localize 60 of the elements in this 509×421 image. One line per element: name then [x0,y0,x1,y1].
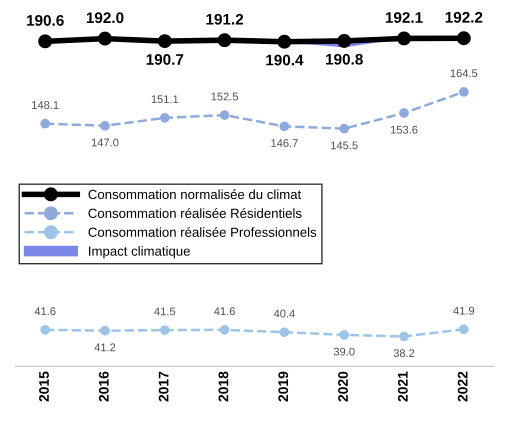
point [160,112,170,123]
data-label: 190.7 [146,54,184,65]
point [339,124,350,134]
x-tick-label: 2018 [218,372,228,402]
point [38,34,52,48]
data-label: 164.5 [450,69,478,78]
data-label: 192.0 [86,12,124,24]
data-label: 41.5 [154,308,176,316]
data-label: 152.5 [212,92,238,100]
point [40,118,50,128]
data-label: 192.2 [446,12,482,23]
data-label: 38.2 [394,349,414,358]
data-label: 145.5 [331,142,358,150]
data-label: 190.8 [326,54,363,65]
legend-label: Consommation normalisée du climat [88,189,302,200]
data-label: 190.6 [27,15,64,26]
point [98,32,112,46]
x-tick-label: 2015 [39,372,49,402]
legend-label: Consommation réalisée Professionnels [88,227,316,237]
x-tick-label: 2021 [398,372,408,402]
point [339,330,350,340]
x-tick-label: 2022 [458,372,468,402]
x-tick-label: 2020 [338,372,348,402]
data-label: 40.4 [274,310,295,318]
data-label: 148.1 [32,101,59,109]
data-label: 41.9 [453,306,474,315]
data-label: 41.2 [94,343,116,352]
data-label: 151.1 [152,95,178,104]
data-label: 41.6 [34,307,56,316]
data-label: 153.6 [390,126,418,134]
data-label: 190.4 [266,54,304,66]
point [100,326,110,336]
data-label: 192.1 [386,12,423,23]
point [397,31,411,46]
legend-label: Impact climatique [89,246,190,258]
legend-label: Consommation réalisée Résidentiels [88,208,302,218]
point [160,325,170,335]
point [280,121,290,132]
x-tick-label: 2019 [278,372,288,402]
point [277,34,292,49]
data-label: 39.0 [334,348,355,356]
point [399,332,409,342]
point [456,31,471,46]
point [337,34,352,48]
x-tick-label: 2017 [158,372,169,402]
data-label: 147.0 [92,138,118,146]
point [220,110,230,120]
data-label: 146.7 [271,139,298,148]
x-tick-label: 2016 [98,372,109,402]
point [399,108,409,118]
point [458,87,469,97]
point [220,325,230,335]
point [158,34,172,48]
point [40,325,50,335]
point [218,33,232,48]
data-label: 191.2 [206,14,244,25]
point [280,327,290,338]
data-label: 41.6 [214,307,235,316]
point [100,120,110,131]
point [458,324,469,334]
